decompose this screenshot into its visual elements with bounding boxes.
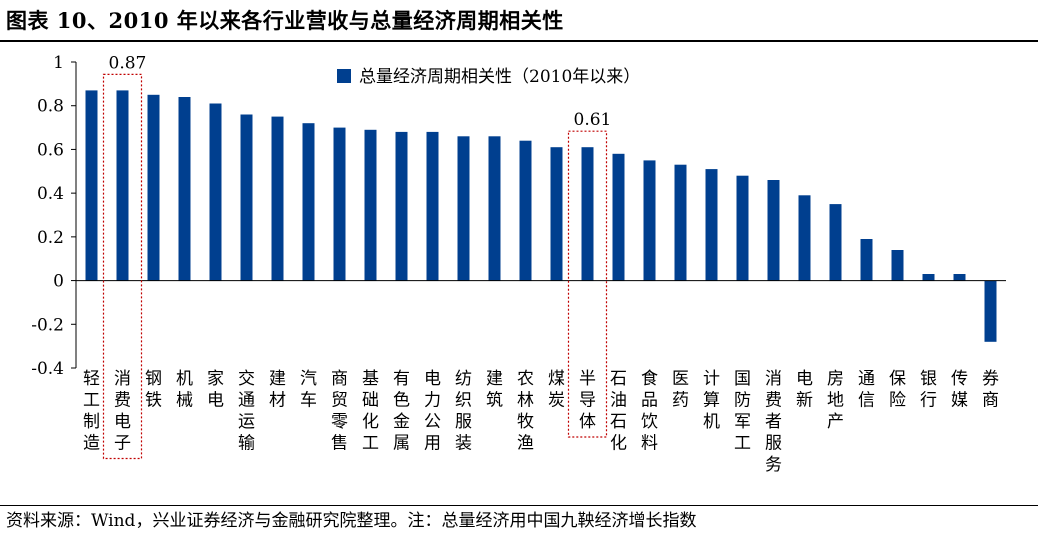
x-category-label: 汽车 <box>300 369 317 411</box>
bar-房地产 <box>829 204 842 281</box>
x-category-label: 通信 <box>858 369 875 411</box>
x-category-label: 建筑 <box>486 369 503 411</box>
x-category-label: 纺织服装 <box>455 369 472 454</box>
x-category-label: 电新 <box>796 369 813 411</box>
bar-煤炭 <box>550 147 563 281</box>
x-category-label: 轻工制造 <box>83 369 100 454</box>
footer-divider <box>0 505 1038 506</box>
bar-机械 <box>178 97 191 281</box>
bar-食品饮料 <box>643 160 656 281</box>
bar-通信 <box>860 239 873 281</box>
bar-保险 <box>891 250 904 281</box>
bar-钢铁 <box>147 94 160 281</box>
y-tick-label: 0.4 <box>37 184 64 204</box>
bar-医药 <box>674 164 687 281</box>
bar-汽车 <box>302 123 315 281</box>
x-category-label: 煤炭 <box>548 369 565 411</box>
x-category-label: 国防军工 <box>734 369 751 454</box>
x-category-label: 半导体 <box>579 369 596 432</box>
x-category-label: 农林牧渔 <box>517 369 534 454</box>
y-tick-label: 0.2 <box>37 228 64 248</box>
correlation-bar-chart: 1 0.8 0.6 0.4 0.2 0 -0.2 -0.4 轻工制造消费电子钢铁机械家电交通运… <box>31 53 1006 475</box>
bar-电力公用 <box>426 131 439 281</box>
x-category-label: 保险 <box>889 369 906 411</box>
x-category-label: 消费电子 <box>114 369 131 454</box>
bar-基础化工 <box>364 129 377 281</box>
y-tick-label: 0.6 <box>37 140 64 160</box>
bar-商贸零售 <box>333 127 346 281</box>
y-tick-label: -0.2 <box>31 315 64 335</box>
x-category-label: 有色金属 <box>393 369 410 454</box>
x-category-label: 房地产 <box>827 369 844 432</box>
x-category-label: 基础化工 <box>362 369 379 454</box>
x-category-label: 券商 <box>982 369 999 411</box>
bar-消费电子 <box>116 90 129 281</box>
bar-消费者服务 <box>767 180 780 281</box>
y-tick-label: -0.4 <box>31 359 64 379</box>
bars-group <box>85 90 997 342</box>
highlight-box-消费电子 <box>102 73 143 460</box>
bar-国防军工 <box>736 175 749 281</box>
x-category-label: 医药 <box>672 369 689 411</box>
bar-轻工制造 <box>85 90 98 281</box>
x-category-label: 传媒 <box>951 369 968 411</box>
page-title: 图表 10、2010 年以来各行业营收与总量经济周期相关性 <box>6 8 564 33</box>
x-category-label: 计算机 <box>703 369 720 432</box>
x-category-label: 消费者服务 <box>765 369 782 475</box>
bar-银行 <box>922 274 935 281</box>
x-category-label: 食品饮料 <box>641 369 658 454</box>
bar-农林牧渔 <box>519 140 532 281</box>
y-ticks-group: 1 0.8 0.6 0.4 0.2 0 -0.2 -0.4 <box>31 53 76 379</box>
bar-有色金属 <box>395 131 408 281</box>
x-category-label: 银行 <box>920 369 937 411</box>
x-category-label: 建材 <box>269 369 286 411</box>
value-annotation-消费电子: 0.87 <box>109 53 147 73</box>
bar-计算机 <box>705 169 718 281</box>
legend-label: 总量经济周期相关性（2010年以来） <box>359 67 640 87</box>
bar-建材 <box>271 116 284 281</box>
bar-半导体 <box>581 147 594 281</box>
bar-建筑 <box>488 136 501 281</box>
bar-纺织服装 <box>457 136 470 281</box>
x-category-label: 电力公用 <box>424 369 441 454</box>
value-annotation-半导体: 0.61 <box>574 110 612 130</box>
x-category-label: 家电 <box>207 369 224 411</box>
bar-传媒 <box>953 274 966 281</box>
y-tick-label: 0.8 <box>37 97 64 117</box>
bar-电新 <box>798 195 811 281</box>
x-category-label: 交通运输 <box>238 369 255 454</box>
legend-swatch <box>337 69 351 83</box>
y-tick-label: 0 <box>53 272 64 292</box>
x-category-label: 钢铁 <box>145 369 162 411</box>
x-category-label: 石油石化 <box>610 369 627 454</box>
bar-石油石化 <box>612 153 625 281</box>
axes-group <box>75 62 1006 368</box>
y-tick-label: 1 <box>53 53 64 73</box>
legend: 总量经济周期相关性（2010年以来） <box>337 67 640 87</box>
bar-家电 <box>209 103 222 281</box>
annotations-group: 0.87 0.61 <box>102 53 612 460</box>
x-category-label: 机械 <box>176 369 193 411</box>
bar-券商 <box>984 280 997 342</box>
x-category-label: 商贸零售 <box>331 369 348 454</box>
title-divider <box>0 40 1038 42</box>
category-labels-group: 轻工制造消费电子钢铁机械家电交通运输建材汽车商贸零售基础化工有色金属电力公用纺织… <box>83 369 999 475</box>
source-note: 资料来源：Wind，兴业证券经济与金融研究院整理。注：总量经济用中国九鞅经济增长… <box>6 511 697 531</box>
bar-交通运输 <box>240 114 253 281</box>
